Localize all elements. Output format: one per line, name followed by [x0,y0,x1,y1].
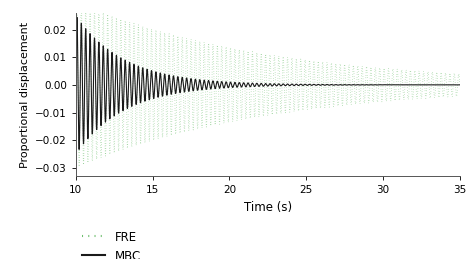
FRE [74,1,80,4]
MBC [258,82,264,85]
MBC [73,83,79,87]
Line: FRE: FRE [76,2,460,166]
Y-axis label: Proportional displacement: Proportional displacement [19,21,29,168]
FRE [73,83,79,87]
FRE [419,88,425,91]
FRE [432,96,438,99]
Line: MBC: MBC [76,17,460,149]
FRE [457,83,463,87]
FRE [338,88,344,91]
FRE [148,35,154,38]
FRE [258,52,264,55]
MBC [419,83,425,87]
MBC [74,16,80,19]
MBC [432,83,438,87]
MBC [76,148,82,151]
Legend: FRE, MBC: FRE, MBC [82,231,141,259]
MBC [338,83,344,87]
FRE [76,165,82,168]
MBC [148,71,154,74]
X-axis label: Time (s): Time (s) [244,201,292,214]
MBC [429,83,435,86]
FRE [429,71,435,74]
MBC [457,83,463,87]
